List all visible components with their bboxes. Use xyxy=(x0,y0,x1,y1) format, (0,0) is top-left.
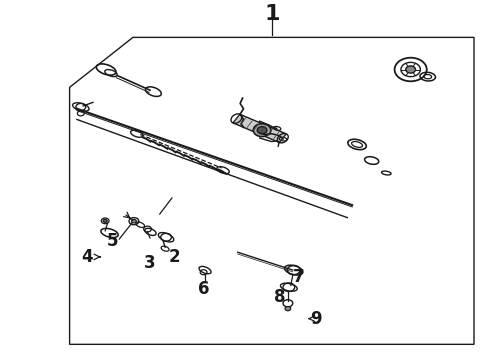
Text: 3: 3 xyxy=(144,254,156,272)
Text: 1: 1 xyxy=(264,4,280,24)
Circle shape xyxy=(131,219,136,223)
Text: 8: 8 xyxy=(274,288,286,306)
Bar xyxy=(233,114,286,143)
Text: 2: 2 xyxy=(169,248,180,266)
Text: 6: 6 xyxy=(198,280,209,298)
Text: 4: 4 xyxy=(81,248,93,266)
Circle shape xyxy=(285,306,291,311)
Text: 7: 7 xyxy=(293,267,304,285)
Ellipse shape xyxy=(253,124,271,136)
Circle shape xyxy=(103,219,107,222)
Ellipse shape xyxy=(257,127,267,134)
Circle shape xyxy=(406,66,416,73)
Text: 5: 5 xyxy=(107,232,118,250)
Text: 9: 9 xyxy=(310,310,321,328)
